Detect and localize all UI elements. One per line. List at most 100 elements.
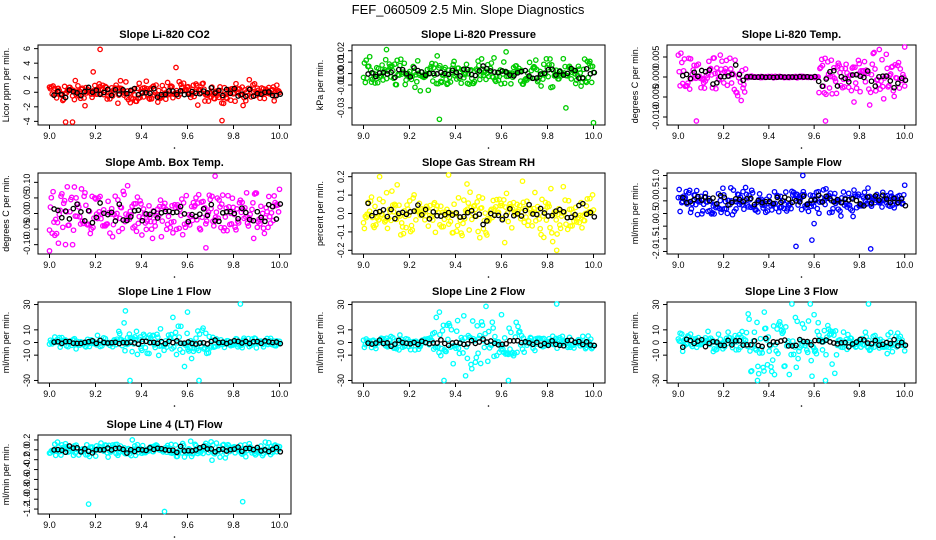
reference-point [695,73,701,80]
reference-point [449,212,456,218]
data-point [526,59,533,66]
outlier-point [212,173,218,179]
x-tick-label: 10.0 [585,260,603,270]
y-tick-label: 0.2 [336,170,346,183]
reference-point [58,91,65,98]
outlier-point [62,119,69,125]
y-tick-label: 1.0 [651,169,661,182]
y-tick-label: -2 [22,103,32,111]
data-point [467,189,473,196]
data-point [771,371,778,378]
x-tick-label: 9.8 [853,389,866,399]
outlier-point [761,309,768,315]
reference-point [422,206,429,213]
data-point [448,326,455,333]
data-point [159,218,166,224]
data-point [176,334,183,340]
data-point [493,196,500,203]
reference-point [212,90,218,96]
reference-point [842,339,848,346]
y-tick-label: 0.00 [336,65,346,83]
reference-point [702,194,709,200]
data-point [232,98,238,105]
data-point [131,92,138,98]
data-point [450,61,457,68]
reference-point [522,67,529,74]
data-point [719,58,725,65]
reference-point [150,208,157,215]
reference-point [242,93,249,100]
x-tick-label: 9.8 [853,260,866,270]
reference-point [804,338,811,345]
reference-point [273,444,280,451]
data-point [687,55,694,62]
reference-point [223,86,230,93]
reference-point [789,343,796,349]
data-point [460,197,467,203]
reference-point [468,207,475,214]
data-point [472,359,479,366]
data-point [889,348,896,355]
x-tick-label: 9.8 [853,131,866,141]
reference-point [736,337,743,344]
data-point [176,225,183,232]
data-point [808,357,815,364]
data-point [170,229,176,236]
data-point [105,198,111,205]
data-point [768,363,774,370]
y-axis-label: ml/min per min. [315,312,325,374]
data-point [109,233,116,240]
reference-point [177,443,184,450]
data-point [769,357,776,363]
data-point [202,220,209,227]
outlier-point [498,311,505,318]
reference-point [766,342,773,348]
reference-point [162,91,169,98]
data-point [693,187,700,194]
data-point [492,78,499,85]
x-axis-label-dot [173,147,176,149]
outlier-point [503,49,509,55]
x-axis-label-dot [173,536,176,538]
data-point [146,202,152,209]
reference-point [879,192,886,199]
data-point [142,344,149,351]
panel-title: Slope Li-820 Temp. [742,29,841,41]
reference-point [815,192,822,199]
data-point [360,219,367,226]
reference-point [74,444,80,451]
data-point [414,57,421,64]
data-point [183,192,190,199]
reference-point [695,193,701,200]
data-point [137,197,143,204]
reference-point [124,90,130,97]
reference-point [464,66,471,73]
x-tick-label: 9.8 [227,131,240,141]
data-point [223,205,230,211]
y-tick-label: 0.10 [22,174,32,192]
reference-point [219,92,226,99]
data-point [693,344,700,351]
data-point [240,102,246,109]
outlier-point [122,308,129,314]
reference-point [887,78,894,84]
data-point [823,185,829,192]
y-tick-label: -0.05 [22,219,32,240]
data-point [433,314,440,321]
data-point [188,355,195,362]
data-point [861,189,868,196]
data-point [550,67,557,74]
reference-point [89,219,96,226]
reference-point [384,213,391,220]
data-point [492,333,498,340]
data-point [146,95,152,102]
reference-point [200,205,207,212]
x-tick-label: 9.2 [403,389,416,399]
data-point [265,193,272,200]
data-point [442,64,449,71]
reference-point [476,211,483,218]
reference-point [418,69,425,75]
data-point [843,61,849,68]
x-axis-label-dot [173,405,176,407]
data-point [478,318,485,325]
